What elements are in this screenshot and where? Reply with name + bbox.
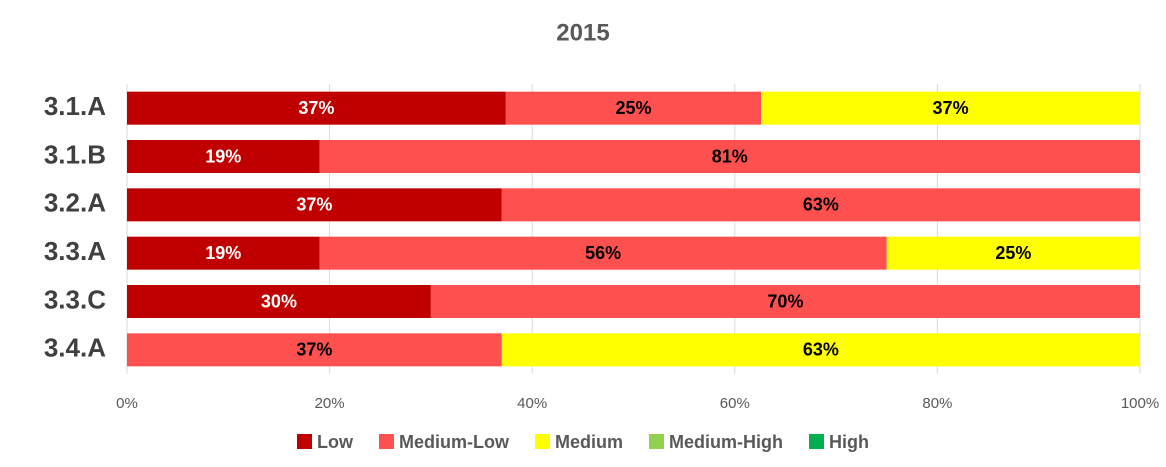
legend-swatch xyxy=(378,434,394,449)
data-label: 37% xyxy=(296,195,332,215)
bar-segment xyxy=(127,333,502,367)
data-label: 81% xyxy=(712,146,748,166)
bar-segment xyxy=(127,140,320,173)
chart-title: 2015 xyxy=(556,19,609,46)
legend: Low Medium-Low Medium Medium-High High xyxy=(296,432,869,452)
data-label: 63% xyxy=(803,195,839,215)
data-label: 37% xyxy=(298,98,334,118)
x-tick-label: 40% xyxy=(517,395,547,412)
legend-label: Medium-Low xyxy=(399,432,510,452)
x-tick-label: 100% xyxy=(1121,395,1159,412)
data-label: 37% xyxy=(296,340,332,360)
bar-segment xyxy=(127,91,506,125)
y-tick-label: 3.4.A xyxy=(44,333,106,363)
data-label: 25% xyxy=(995,243,1031,263)
y-tick-label: 3.3.A xyxy=(44,236,106,266)
y-tick-label: 3.2.A xyxy=(44,188,106,218)
bar-segment xyxy=(430,285,1140,318)
y-tick-label: 3.3.C xyxy=(44,284,106,314)
bar-segment xyxy=(761,91,1140,125)
bar-segment xyxy=(505,91,762,125)
data-label: 19% xyxy=(205,146,241,166)
bar-segment xyxy=(319,236,887,270)
legend-label: Medium xyxy=(555,432,623,452)
legend-swatch xyxy=(296,434,312,449)
data-label: 19% xyxy=(205,243,241,263)
bar-segment xyxy=(127,188,502,222)
y-tick-label: 3.1.B xyxy=(44,139,106,169)
x-tick-label: 60% xyxy=(720,395,750,412)
y-tick-label: 3.1.A xyxy=(44,91,106,121)
legend-swatch xyxy=(649,434,665,449)
bar-segment xyxy=(127,285,431,318)
data-label: 63% xyxy=(803,340,839,360)
legend-label: Medium-High xyxy=(669,432,783,452)
x-tick-label: 0% xyxy=(116,395,138,412)
data-label: 56% xyxy=(585,243,621,263)
legend-label: High xyxy=(829,432,869,452)
bar-segment xyxy=(127,236,320,270)
data-label: 30% xyxy=(261,291,297,311)
bar-segment xyxy=(319,140,1141,173)
bar-segment xyxy=(501,188,1140,222)
bar-segment xyxy=(501,333,1140,367)
data-label: 25% xyxy=(615,98,651,118)
legend-swatch xyxy=(809,434,825,449)
x-tick-label: 80% xyxy=(922,395,952,412)
data-label: 37% xyxy=(933,98,969,118)
x-tick-label: 20% xyxy=(315,395,345,412)
legend-label: Low xyxy=(317,432,354,452)
bar-segment xyxy=(886,236,1140,270)
data-label: 70% xyxy=(767,291,803,311)
legend-swatch xyxy=(534,434,550,449)
